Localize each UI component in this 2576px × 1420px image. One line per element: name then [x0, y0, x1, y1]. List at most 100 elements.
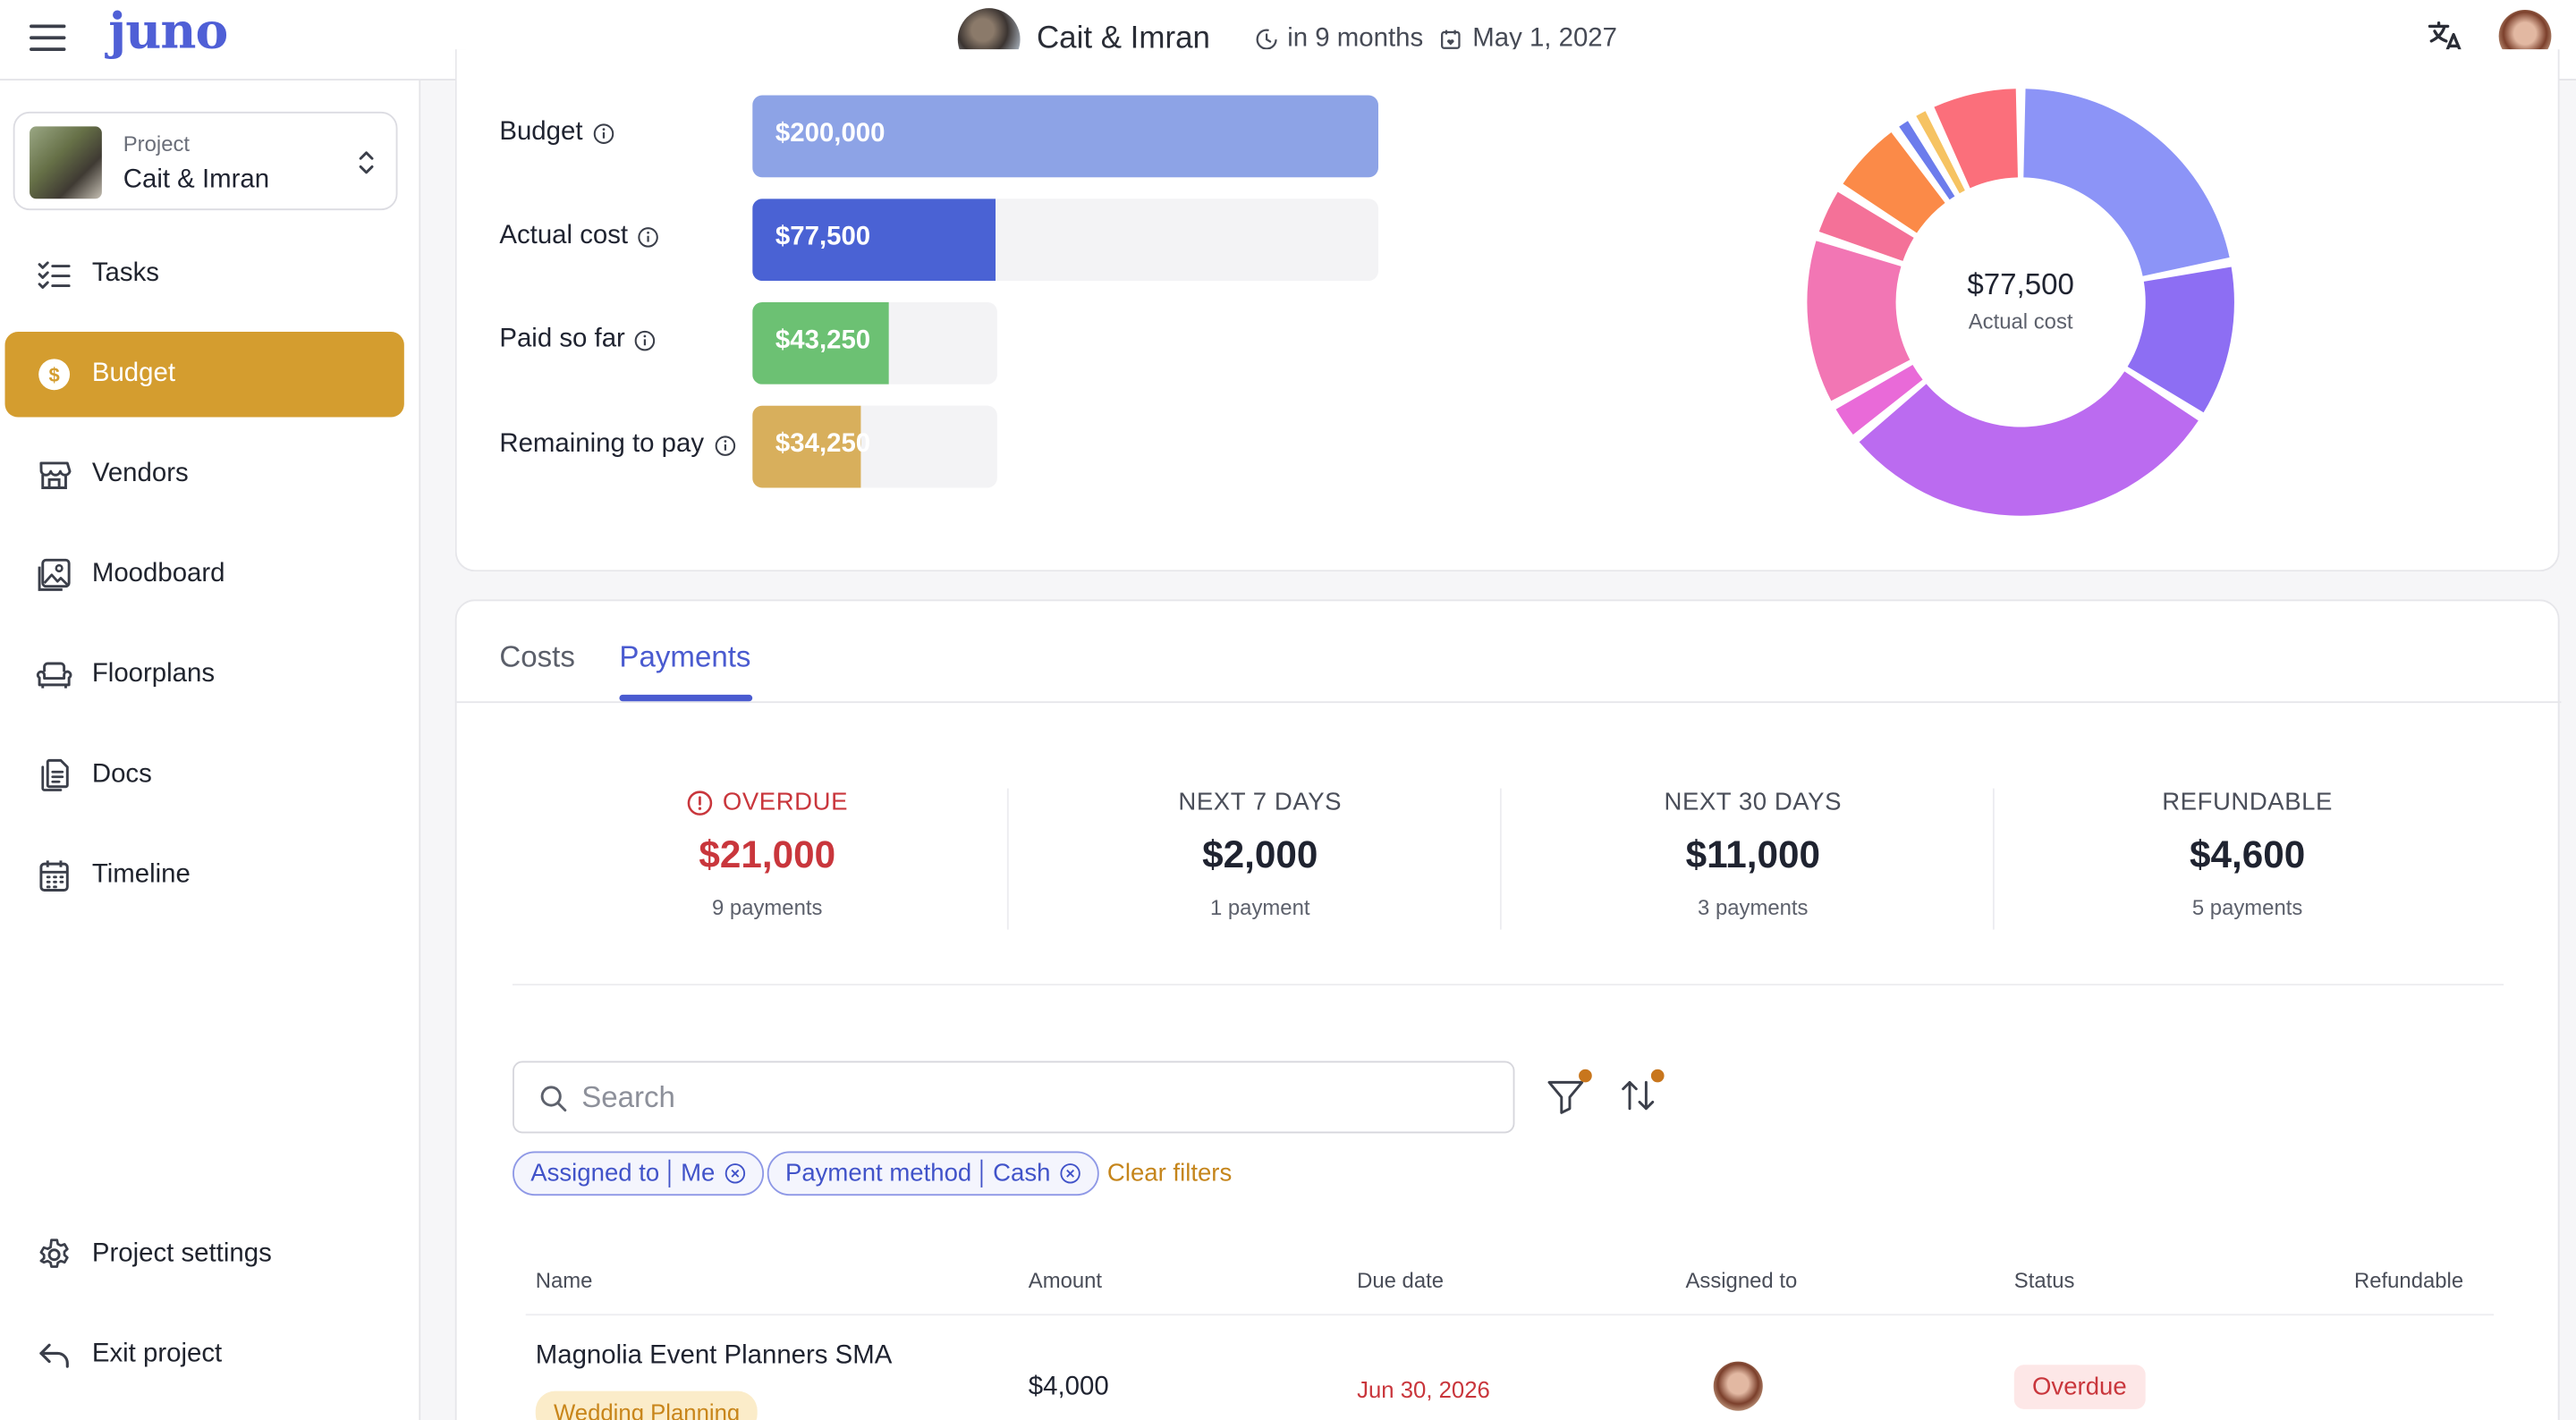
remaining-bar-track: $34,250: [752, 405, 997, 488]
stat-overdue[interactable]: OVERDUE $21,000 9 payments: [521, 789, 1013, 930]
remove-filter-icon[interactable]: [1060, 1162, 1081, 1184]
project-switcher[interactable]: Project Cait & Imran: [13, 111, 398, 211]
chip-separator: [981, 1159, 984, 1188]
budget-bar-track: $200,000: [752, 95, 1378, 178]
remaining-value: $34,250: [775, 430, 871, 459]
sidebar-item-floorplans[interactable]: Floorplans: [5, 632, 404, 718]
actual-cost-bar: [752, 199, 996, 282]
budget-overview-card: Budget $200,000 Actual cost $77,500 Paid…: [454, 49, 2560, 572]
alert-icon: [687, 790, 712, 816]
stat-subtitle: 9 payments: [712, 895, 823, 920]
actual-cost-label: Actual cost: [499, 221, 629, 250]
column-header-status[interactable]: Status: [2013, 1267, 2075, 1293]
column-header-amount[interactable]: Amount: [1028, 1267, 1103, 1293]
payments-card: Costs Payments OVERDUE $21,000 9 payment…: [454, 599, 2562, 1420]
column-header-refundable[interactable]: Refundable: [2353, 1267, 2464, 1293]
stat-value: $2,000: [1202, 833, 1318, 875]
info-icon[interactable]: [714, 435, 735, 456]
sort-icon: [1622, 1080, 1655, 1111]
donut-segment[interactable]: [1916, 111, 1965, 194]
donut-segment[interactable]: [1807, 241, 1911, 401]
payment-name[interactable]: Magnolia Event Planners SMA: [535, 1341, 893, 1370]
donut-segment[interactable]: [1818, 191, 1914, 261]
cost-breakdown-donut[interactable]: [1804, 86, 2238, 520]
stat-subtitle: 1 payment: [1209, 895, 1310, 920]
chip-separator: [669, 1159, 672, 1188]
stat-divider: [1499, 788, 1502, 930]
stat-divider: [1992, 788, 1995, 930]
filter-active-dot: [1579, 1069, 1592, 1083]
app-logo[interactable]: juno: [108, 3, 228, 61]
stat-value: $11,000: [1685, 833, 1820, 875]
budget-row: Budget: [499, 118, 614, 148]
donut-segment[interactable]: [1843, 132, 1945, 233]
filter-icon: [1547, 1080, 1584, 1114]
payment-due-date: Jun 30, 2026: [1357, 1376, 1490, 1403]
column-header-assigned-to[interactable]: Assigned to: [1685, 1267, 1798, 1293]
sidebar-item-label: Docs: [91, 760, 152, 789]
clock-icon: [1255, 29, 1276, 50]
status-badge: Overdue: [2013, 1365, 2145, 1409]
stat-title: NEXT 30 DAYS: [1664, 788, 1843, 816]
column-header-due-date[interactable]: Due date: [1357, 1267, 1445, 1293]
remaining-bar: [752, 405, 861, 488]
clear-filters-link[interactable]: Clear filters: [1106, 1159, 1233, 1188]
tab-payments[interactable]: Payments: [619, 640, 751, 674]
sort-button[interactable]: [1616, 1069, 1665, 1117]
tasks-icon: [38, 261, 71, 289]
info-icon[interactable]: [638, 226, 659, 248]
donut-segment[interactable]: [2023, 89, 2230, 276]
chip-value: Cash: [993, 1159, 1051, 1188]
sidebar-item-project-settings[interactable]: Project settings: [5, 1212, 404, 1297]
sidebar-item-timeline[interactable]: Timeline: [5, 833, 404, 918]
remaining-label: Remaining to pay: [499, 430, 705, 459]
menu-icon[interactable]: [30, 20, 66, 53]
remaining-row: Remaining to pay: [499, 430, 735, 460]
search-input[interactable]: [581, 1076, 1470, 1119]
search-box: [513, 1061, 1515, 1134]
actual-cost-bar-track: $77,500: [752, 199, 1378, 282]
filter-button[interactable]: [1544, 1069, 1592, 1117]
sidebar-item-budget[interactable]: $ Budget: [4, 332, 404, 418]
stat-title-text: OVERDUE: [722, 788, 848, 816]
assignee-avatar[interactable]: [1713, 1361, 1763, 1411]
donut-segment[interactable]: [1835, 364, 1923, 435]
sidebar-item-label: Budget: [91, 359, 176, 388]
stat-value: $4,600: [2189, 833, 2306, 875]
donut-segment[interactable]: [2127, 266, 2234, 413]
sidebar: Project Cait & Imran Tasks $ Budget Vend…: [0, 80, 421, 1420]
dollar-icon: $: [38, 359, 71, 391]
sidebar-item-vendors[interactable]: Vendors: [5, 432, 404, 518]
budget-value: $200,000: [775, 120, 886, 148]
sidebar-item-moodboard[interactable]: Moodboard: [5, 532, 404, 618]
tab-bar: Costs Payments: [456, 601, 2562, 704]
column-header-name[interactable]: Name: [535, 1267, 593, 1293]
remove-filter-icon[interactable]: [724, 1162, 746, 1184]
event-date: May 1, 2027: [1440, 25, 1617, 55]
donut-segment[interactable]: [1859, 371, 2199, 516]
chip-value: Me: [681, 1159, 716, 1188]
info-icon[interactable]: [635, 329, 657, 351]
budget-bar: [752, 95, 1378, 178]
filter-chip-payment-method[interactable]: Payment method Cash: [767, 1151, 1100, 1196]
filter-chip-assigned-to[interactable]: Assigned to Me: [513, 1151, 765, 1196]
budget-label: Budget: [499, 118, 583, 147]
sidebar-item-exit-project[interactable]: Exit project: [5, 1313, 404, 1399]
stat-next-7-days[interactable]: NEXT 7 DAYS $2,000 1 payment: [1013, 789, 1506, 930]
sidebar-item-tasks[interactable]: Tasks: [5, 232, 404, 317]
stat-title: OVERDUE: [521, 789, 1013, 816]
info-icon[interactable]: [593, 123, 614, 144]
paid-so-far-value: $43,250: [775, 326, 871, 355]
donut-segment[interactable]: [1934, 89, 2018, 189]
sidebar-item-label: Vendors: [91, 460, 189, 488]
donut-segment[interactable]: [1899, 121, 1955, 200]
stat-refundable[interactable]: REFUNDABLE $4,600 5 payments: [2001, 789, 2494, 930]
stat-title: NEXT 7 DAYS: [1178, 788, 1343, 816]
tab-costs[interactable]: Costs: [499, 640, 575, 674]
translate-icon[interactable]: [2427, 18, 2466, 57]
stat-next-30-days[interactable]: NEXT 30 DAYS $11,000 3 payments: [1506, 789, 1999, 930]
sort-active-dot: [1650, 1069, 1665, 1083]
stat-divider: [1006, 788, 1009, 930]
sidebar-item-docs[interactable]: Docs: [5, 732, 404, 818]
stat-subtitle: 5 payments: [2191, 895, 2303, 920]
